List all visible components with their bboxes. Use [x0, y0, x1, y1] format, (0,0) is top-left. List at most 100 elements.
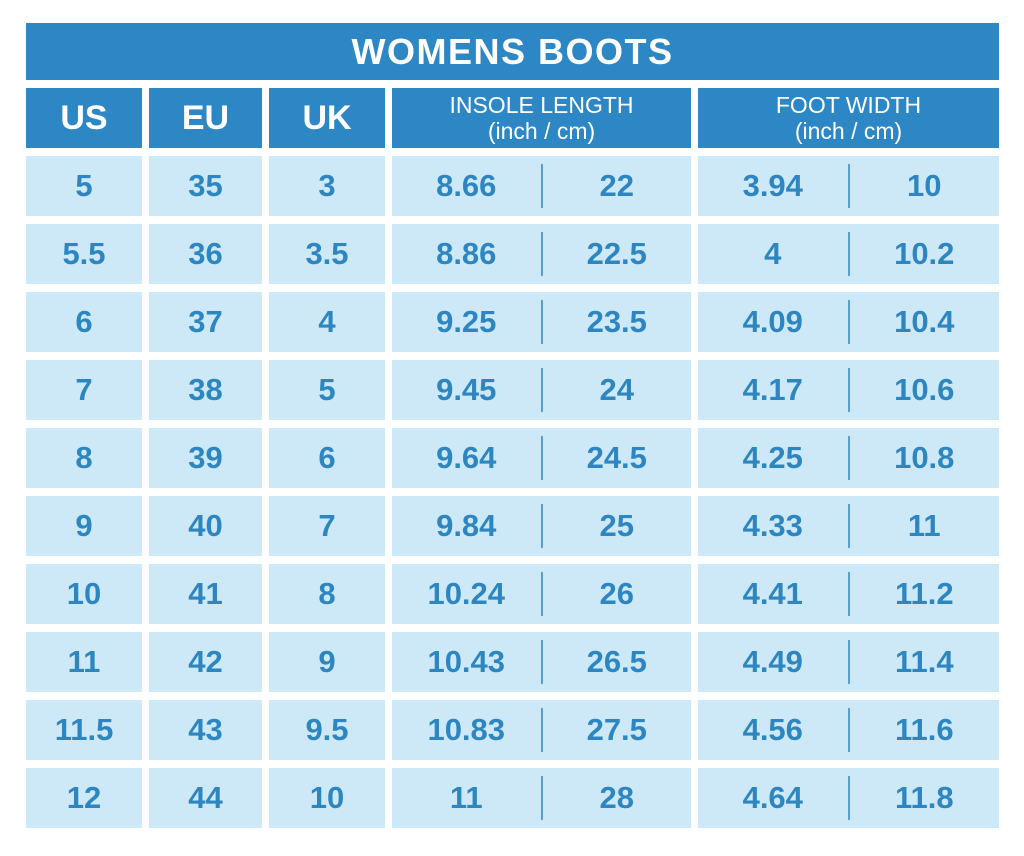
uk-size-value: 5 [318, 372, 336, 407]
foot-width-inch-value: 4.33 [742, 508, 803, 543]
us-size-cell: 12 [26, 768, 142, 828]
us-size-cell: 5.5 [26, 224, 142, 284]
foot-width-cm-value: 10.6 [894, 372, 955, 407]
foot-width-cell: 4.09 10.4 [698, 292, 999, 352]
foot-width-cm-value: 11 [907, 508, 941, 543]
insole-length-cell: 10.43 26.5 [392, 632, 691, 692]
insole-length-inch-value: 10.24 [427, 576, 506, 611]
uk-size-cell: 7 [269, 496, 385, 556]
uk-size-cell: 9 [269, 632, 385, 692]
insole-length-inch-value: 9.45 [436, 372, 497, 407]
cell-divider [847, 436, 850, 480]
insole-length-inch-value: 10.83 [427, 712, 506, 747]
column-header-foot-width-units: (inch / cm) [794, 118, 903, 144]
us-size-value: 8 [75, 440, 93, 475]
uk-size-value: 3.5 [305, 236, 349, 271]
foot-width-cm-value: 11.8 [894, 780, 954, 815]
uk-size-cell: 3.5 [269, 224, 385, 284]
eu-size-value: 37 [188, 304, 223, 339]
cell-divider [847, 708, 850, 752]
us-size-value: 7 [75, 372, 93, 407]
insole-length-inch-value: 11 [449, 780, 483, 815]
insole-length-cm-value: 26.5 [586, 644, 647, 679]
size-table: US EU UK INSOLE LENGTH (inch / cm) FOOT … [26, 88, 999, 828]
uk-size-cell: 6 [269, 428, 385, 488]
eu-size-cell: 39 [149, 428, 262, 488]
us-size-cell: 6 [26, 292, 142, 352]
eu-size-cell: 43 [149, 700, 262, 760]
foot-width-cm-value: 10.8 [894, 440, 955, 475]
us-size-cell: 11.5 [26, 700, 142, 760]
foot-width-cm-value: 11.2 [894, 576, 954, 611]
us-size-cell: 11 [26, 632, 142, 692]
us-size-cell: 10 [26, 564, 142, 624]
column-header-us: US [26, 88, 142, 148]
column-header-insole-length-units: (inch / cm) [487, 118, 596, 144]
cell-divider [540, 640, 543, 684]
cell-divider [540, 436, 543, 480]
uk-size-cell: 9.5 [269, 700, 385, 760]
insole-length-cm-value: 25 [599, 508, 634, 543]
us-size-value: 9 [75, 508, 93, 543]
column-header-uk-label: UK [302, 98, 352, 137]
uk-size-cell: 3 [269, 156, 385, 216]
column-header-foot-width: FOOT WIDTH (inch / cm) [698, 88, 999, 148]
uk-size-value: 3 [318, 168, 336, 203]
foot-width-cm-value: 10 [907, 168, 942, 203]
insole-length-cm-value: 22.5 [586, 236, 647, 271]
cell-divider [540, 368, 543, 412]
chart-title: WOMENS BOOTS [351, 30, 674, 72]
cell-divider [847, 368, 850, 412]
foot-width-cell: 3.94 10 [698, 156, 999, 216]
us-size-value: 6 [75, 304, 93, 339]
insole-length-cm-value: 24 [599, 372, 634, 407]
eu-size-value: 35 [188, 168, 223, 203]
foot-width-inch-value: 4.49 [742, 644, 803, 679]
cell-divider [847, 300, 850, 344]
us-size-cell: 8 [26, 428, 142, 488]
eu-size-cell: 40 [149, 496, 262, 556]
eu-size-value: 36 [188, 236, 223, 271]
foot-width-cm-value: 10.2 [894, 236, 955, 271]
cell-divider [847, 640, 850, 684]
insole-length-cell: 11 28 [392, 768, 691, 828]
eu-size-value: 39 [188, 440, 223, 475]
foot-width-inch-value: 4.17 [742, 372, 803, 407]
us-size-value: 5.5 [62, 236, 106, 271]
column-header-eu: EU [149, 88, 262, 148]
cell-divider [847, 572, 850, 616]
foot-width-cell: 4.33 11 [698, 496, 999, 556]
insole-length-inch-value: 9.64 [436, 440, 497, 475]
us-size-value: 11 [67, 644, 101, 679]
insole-length-cell: 10.83 27.5 [392, 700, 691, 760]
eu-size-cell: 41 [149, 564, 262, 624]
size-chart: WOMENS BOOTS US EU UK INSOLE LENGTH (inc… [26, 23, 999, 828]
insole-length-inch-value: 9.25 [436, 304, 497, 339]
insole-length-cm-value: 26 [599, 576, 634, 611]
cell-divider [540, 572, 543, 616]
foot-width-inch-value: 4.64 [742, 780, 803, 815]
foot-width-inch-value: 4.41 [742, 576, 803, 611]
insole-length-cm-value: 22 [599, 168, 634, 203]
eu-size-value: 41 [188, 576, 223, 611]
us-size-cell: 7 [26, 360, 142, 420]
insole-length-inch-value: 9.84 [436, 508, 497, 543]
foot-width-cm-value: 11.4 [894, 644, 954, 679]
foot-width-inch-value: 4.09 [742, 304, 803, 339]
eu-size-value: 42 [188, 644, 223, 679]
insole-length-cm-value: 27.5 [586, 712, 647, 747]
foot-width-cell: 4.49 11.4 [698, 632, 999, 692]
foot-width-inch-value: 3.94 [742, 168, 803, 203]
eu-size-value: 40 [188, 508, 223, 543]
eu-size-value: 38 [188, 372, 223, 407]
eu-size-value: 44 [188, 780, 223, 815]
us-size-value: 12 [66, 780, 102, 815]
column-header-foot-width-label: FOOT WIDTH [775, 91, 922, 118]
uk-size-value: 4 [318, 304, 336, 339]
cell-divider [847, 232, 850, 276]
cell-divider [540, 504, 543, 548]
cell-divider [540, 300, 543, 344]
cell-divider [847, 164, 850, 208]
insole-length-inch-value: 8.86 [436, 236, 497, 271]
foot-width-cell: 4.41 11.2 [698, 564, 999, 624]
